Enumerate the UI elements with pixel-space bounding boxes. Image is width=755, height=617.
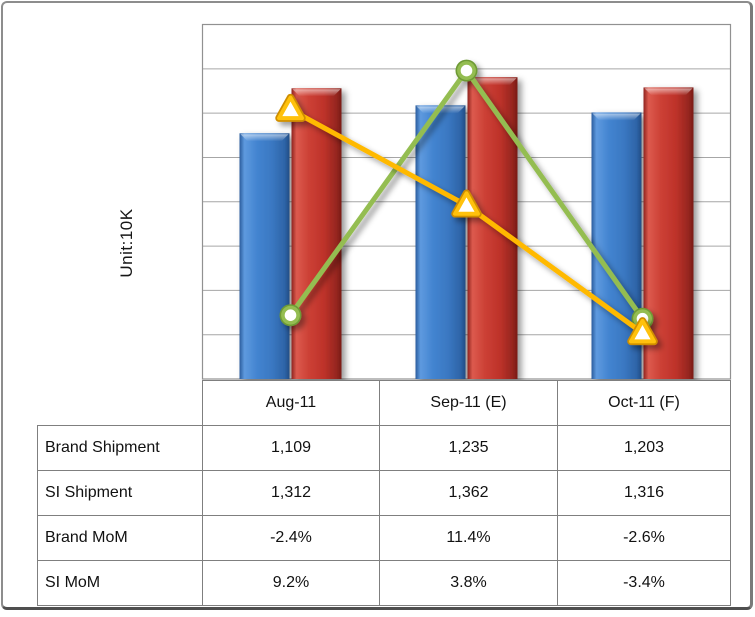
corner-cell — [38, 381, 203, 426]
unit-axis-label: Unit:10K — [117, 208, 136, 278]
value-cell: 1,316 — [557, 470, 731, 516]
column-header: Sep-11 (E) — [379, 380, 558, 426]
column-header: Oct-11 (F) — [557, 380, 731, 426]
row-label: SI Shipment — [37, 470, 203, 516]
value-cell: -2.4% — [202, 515, 380, 561]
plot-border — [201, 23, 732, 380]
row-label: SI MoM — [37, 560, 203, 606]
marker-triangle-si-mom — [627, 317, 658, 346]
marker-circle-brand-mom — [455, 59, 478, 82]
value-cell: 1,312 — [202, 470, 380, 516]
value-cell: 9.2% — [202, 560, 380, 606]
row-label: Brand Shipment — [37, 425, 203, 471]
table-header-row: Aug-11 Sep-11 (E) Oct-11 (F) — [38, 380, 731, 426]
value-cell: 1,362 — [379, 470, 558, 516]
combo-chart — [201, 23, 732, 380]
marker-triangle-si-mom — [275, 93, 306, 122]
bar-si-shipment — [467, 77, 518, 379]
table-row: SI Shipment 1,312 1,362 1,316 — [37, 470, 731, 516]
value-cell: 3.8% — [379, 560, 558, 606]
value-cell: 1,109 — [202, 425, 380, 471]
value-cell: 11.4% — [379, 515, 558, 561]
line-si-mom — [275, 93, 658, 346]
column-header: Aug-11 — [202, 380, 380, 426]
value-cell: 1,203 — [557, 425, 731, 471]
bar-brand-shipment — [239, 133, 290, 379]
table-row: Brand MoM -2.4% 11.4% -2.6% — [37, 515, 731, 561]
value-cell: -2.6% — [557, 515, 731, 561]
marker-circle-brand-mom — [279, 304, 302, 327]
row-label: Brand MoM — [37, 515, 203, 561]
shipment-table: Aug-11 Sep-11 (E) Oct-11 (F) Brand Shipment… — [37, 380, 731, 606]
bar-brand-shipment — [415, 105, 466, 380]
bar-si-shipment — [291, 88, 342, 379]
value-cell: -3.4% — [557, 560, 731, 606]
table-row: SI MoM 9.2% 3.8% -3.4% — [37, 560, 731, 606]
table-row: Brand Shipment 1,109 1,235 1,203 — [37, 425, 731, 471]
value-cell: 1,235 — [379, 425, 558, 471]
marker-triangle-si-mom — [451, 189, 482, 218]
